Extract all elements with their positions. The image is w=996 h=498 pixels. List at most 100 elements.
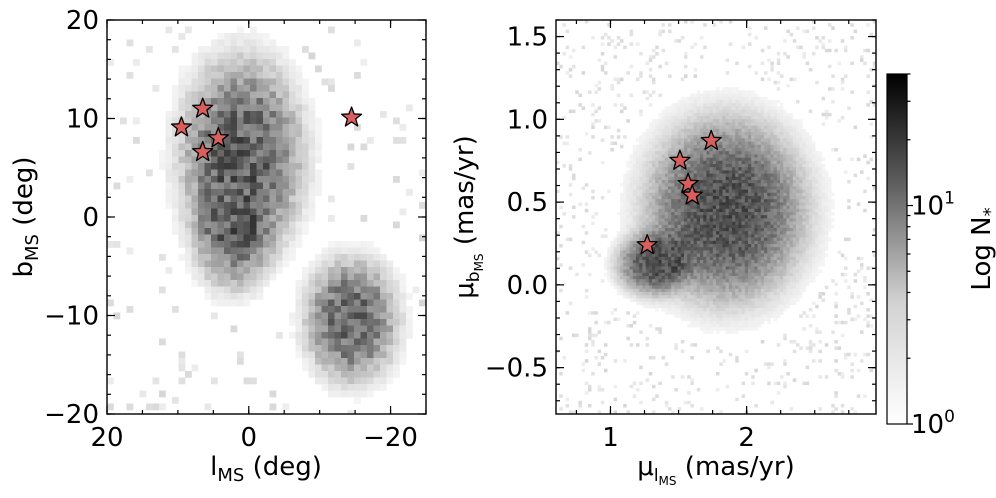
heatmap-cell (687, 269, 691, 274)
heatmap-cell (700, 144, 704, 149)
heatmap-cell (802, 180, 806, 184)
heatmap-cell (256, 189, 264, 196)
heatmap-cell (204, 176, 212, 183)
heatmap-cell (341, 377, 348, 385)
right-panel: 1 21.51.00.50.0−0.5 μlMS (mas/yr) μbMS (m… (450, 19, 877, 488)
heatmap-cell (629, 234, 634, 238)
heatmap-cell (748, 151, 752, 155)
heatmap-cell (668, 122, 672, 126)
heatmap-cell (671, 218, 675, 222)
heatmap-cell (738, 250, 742, 254)
heatmap-cell (744, 266, 749, 270)
heatmap-cell (748, 224, 752, 229)
heatmap-cell (380, 345, 387, 352)
heatmap-cell (354, 325, 361, 333)
heatmap-cell (748, 186, 752, 190)
heatmap-cell (217, 104, 225, 112)
heatmap-cell (744, 106, 749, 110)
heatmap-cell (860, 170, 864, 174)
heatmap-cell (712, 183, 717, 187)
heatmap-cell (269, 46, 277, 53)
heatmap-cell (700, 247, 704, 251)
heatmap-cell (725, 154, 730, 158)
heatmap-cell (770, 212, 774, 216)
heatmap-cell (789, 256, 794, 261)
heatmap-cell (770, 208, 774, 213)
y-tick-label: 0 (82, 203, 99, 233)
heatmap-cell (799, 189, 803, 194)
heatmap-cell (773, 109, 778, 114)
heatmap-cell (824, 212, 829, 216)
heatmap-cell (783, 237, 787, 242)
heatmap-cell (770, 157, 774, 162)
heatmap-cell (802, 132, 806, 136)
heatmap-cell (824, 208, 829, 213)
heatmap-cell (706, 103, 710, 107)
heatmap-cell (770, 228, 774, 232)
heatmap-cell (572, 173, 576, 178)
heatmap-cell (237, 273, 244, 281)
heatmap-cell (821, 196, 826, 200)
heatmap-cell (584, 231, 589, 235)
heatmap-cell (632, 151, 637, 155)
heatmap-cell (796, 212, 800, 216)
heatmap-cell (559, 205, 563, 210)
heatmap-cell (732, 256, 736, 261)
heatmap-cell (748, 116, 752, 120)
heatmap-cell (204, 124, 212, 131)
heatmap-cell (776, 205, 781, 210)
heatmap-cell (639, 71, 643, 75)
heatmap-cell (629, 205, 634, 210)
heatmap-cell (655, 180, 659, 184)
heatmap-cell (334, 371, 342, 378)
heatmap-cell (684, 260, 688, 264)
heatmap-cell (712, 221, 717, 226)
heatmap-cell (243, 377, 251, 385)
heatmap-cell (680, 260, 685, 264)
heatmap-cell (796, 196, 800, 200)
heatmap-cell (783, 160, 787, 165)
heatmap-cell (776, 141, 781, 146)
heatmap-cell (237, 299, 244, 307)
heatmap-cell (828, 224, 832, 229)
heatmap-cell (764, 212, 768, 216)
heatmap-cell (655, 231, 659, 235)
heatmap-cell (799, 224, 803, 229)
heatmap-cell (709, 189, 714, 194)
heatmap-cell (243, 130, 251, 138)
heatmap-cell (648, 160, 653, 165)
heatmap-cell (315, 306, 322, 313)
heatmap-cell (211, 280, 218, 287)
heatmap-cell (648, 167, 653, 171)
heatmap-cell (217, 163, 225, 170)
heatmap-cell (748, 202, 752, 206)
heatmap-cell (780, 244, 784, 248)
heatmap-cell (373, 312, 381, 320)
heatmap-cell (764, 183, 768, 187)
heatmap-cell (696, 256, 701, 261)
heatmap-cell (776, 71, 781, 75)
heatmap-cell (243, 260, 251, 268)
heatmap-cell (684, 212, 688, 216)
heatmap-cell (754, 237, 758, 242)
heatmap-cell (632, 228, 637, 232)
heatmap-cell (204, 221, 212, 229)
heatmap-cell (636, 231, 640, 235)
heatmap-cell (380, 267, 387, 274)
heatmap-cell (674, 109, 678, 114)
heatmap-cell (780, 231, 784, 235)
heatmap-cell (815, 192, 819, 197)
heatmap-cell (744, 154, 749, 158)
x-tick-label: 20 (90, 423, 123, 453)
heatmap-cell (373, 273, 381, 281)
heatmap-cell (674, 151, 678, 155)
heatmap-cell (269, 78, 277, 86)
heatmap-cell (263, 241, 270, 248)
heatmap-cell (674, 266, 678, 270)
heatmap-cell (661, 215, 666, 219)
heatmap-cell (632, 202, 637, 206)
heatmap-cell (802, 250, 806, 254)
heatmap-cell (191, 280, 199, 287)
heatmap-cell (655, 160, 659, 165)
heatmap-cell (165, 143, 173, 151)
